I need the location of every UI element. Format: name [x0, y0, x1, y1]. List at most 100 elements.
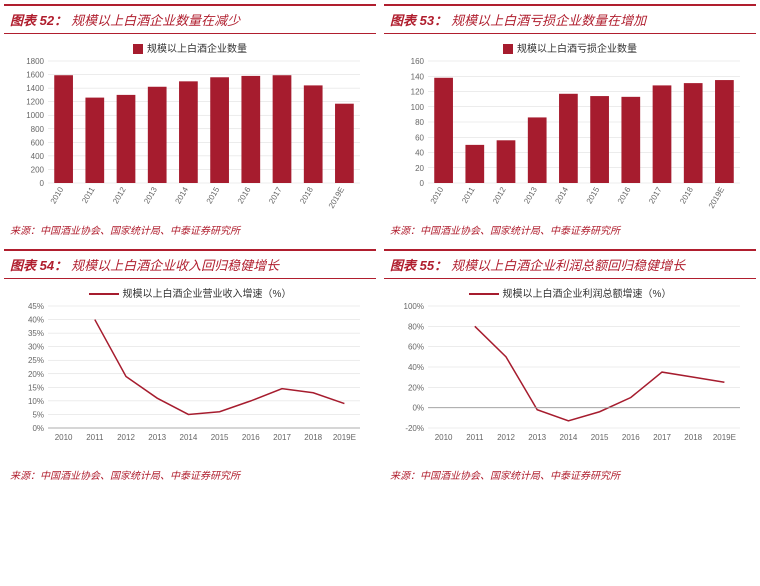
panel-55: 图表 55： 规模以上白酒企业利润总额回归稳健增长 规模以上白酒企业利润总额增速（…	[384, 249, 756, 486]
svg-text:0: 0	[40, 179, 45, 188]
svg-text:2010: 2010	[55, 433, 73, 442]
swatch-bar-icon	[503, 44, 513, 54]
svg-text:60%: 60%	[408, 343, 424, 352]
svg-text:2015: 2015	[205, 185, 222, 205]
svg-text:2011: 2011	[80, 185, 97, 205]
panel-title-54: 图表 54： 规模以上白酒企业收入回归稳健增长	[4, 249, 376, 279]
svg-text:2011: 2011	[460, 185, 477, 205]
legend-53: 规模以上白酒亏损企业数量	[384, 34, 756, 57]
svg-text:2010: 2010	[435, 433, 453, 442]
svg-text:45%: 45%	[28, 302, 44, 311]
chart-53: 0204060801001201401602010201120122013201…	[384, 57, 756, 217]
panel-53: 图表 53：规模以上白酒亏损企业数量在增加 规模以上白酒亏损企业数量 02040…	[384, 4, 756, 241]
title-text: 规模以上白酒企业收入回归稳健增长	[71, 258, 279, 273]
svg-text:2016: 2016	[616, 185, 633, 205]
svg-text:140: 140	[411, 72, 425, 81]
svg-text:2018: 2018	[678, 185, 695, 205]
svg-text:1400: 1400	[26, 84, 44, 93]
legend-54: 规模以上白酒企业营业收入增速（%）	[4, 279, 376, 302]
svg-text:2018: 2018	[684, 433, 702, 442]
title-num: 图表 54：	[10, 258, 67, 273]
svg-text:25%: 25%	[28, 356, 44, 365]
svg-text:40%: 40%	[408, 363, 424, 372]
svg-text:-20%: -20%	[405, 424, 424, 433]
panel-54: 图表 54： 规模以上白酒企业收入回归稳健增长 规模以上白酒企业营业收入增速（%）…	[4, 249, 376, 486]
svg-text:2014: 2014	[560, 433, 578, 442]
chart-54: 0%5%10%15%20%25%30%35%40%45%201020112012…	[4, 302, 376, 462]
svg-text:0: 0	[420, 179, 425, 188]
svg-text:5%: 5%	[32, 410, 44, 419]
svg-text:400: 400	[31, 152, 45, 161]
source-52: 来源：中国酒业协会、国家统计局、中泰证券研究所	[4, 217, 376, 241]
svg-text:2010: 2010	[49, 185, 66, 205]
svg-text:2014: 2014	[180, 433, 198, 442]
chart-55: -20%0%20%40%60%80%100%201020112012201320…	[384, 302, 756, 462]
source-54: 来源：中国酒业协会、国家统计局、中泰证券研究所	[4, 462, 376, 486]
svg-text:0%: 0%	[412, 404, 424, 413]
chart-52: 0200400600800100012001400160018002010201…	[4, 57, 376, 217]
svg-text:2012: 2012	[117, 433, 135, 442]
legend-label: 规模以上白酒企业数量	[147, 44, 247, 55]
svg-text:2011: 2011	[86, 433, 104, 442]
panel-title-53: 图表 53： 规模以上白酒亏损企业数量在增加	[384, 4, 756, 34]
legend-label: 规模以上白酒亏损企业数量	[517, 44, 637, 55]
svg-text:2016: 2016	[236, 185, 253, 205]
svg-text:2017: 2017	[273, 433, 291, 442]
svg-text:2013: 2013	[522, 185, 539, 205]
svg-text:2012: 2012	[491, 185, 508, 205]
source-55: 来源：中国酒业协会、国家统计局、中泰证券研究所	[384, 462, 756, 486]
svg-text:2019E: 2019E	[707, 186, 726, 211]
svg-text:40%: 40%	[28, 316, 44, 325]
panel-52: 图表 52： 规模以上白酒企业数量在减少 规模以上白酒企业数量 0 200 400 60…	[4, 4, 376, 241]
panel-title-52: 图表 52： 规模以上白酒企业数量在减少	[4, 4, 376, 34]
svg-text:160: 160	[411, 57, 425, 66]
svg-text:15%: 15%	[28, 383, 44, 392]
svg-text:100%: 100%	[404, 302, 424, 311]
title-num: 图表 53：	[390, 13, 447, 28]
svg-text:80: 80	[415, 118, 424, 127]
title-num: 图表 55：	[390, 258, 447, 273]
svg-text:2019E: 2019E	[713, 433, 736, 442]
svg-text:2010: 2010	[429, 185, 446, 205]
svg-text:2013: 2013	[148, 433, 166, 442]
swatch-bar-icon	[133, 44, 143, 54]
legend-52: 规模以上白酒企业数量	[4, 34, 376, 57]
svg-text:2017: 2017	[647, 185, 664, 205]
svg-text:2012: 2012	[497, 433, 515, 442]
svg-text:2015: 2015	[585, 185, 602, 205]
svg-text:1600: 1600	[26, 71, 44, 80]
svg-text:2019E: 2019E	[327, 186, 346, 211]
svg-text:2017: 2017	[267, 185, 284, 205]
svg-text:2011: 2011	[466, 433, 484, 442]
svg-text:35%: 35%	[28, 329, 44, 338]
svg-text:60: 60	[415, 133, 424, 142]
svg-text:2013: 2013	[142, 185, 159, 205]
svg-text:2015: 2015	[211, 433, 229, 442]
svg-text:1800: 1800	[26, 57, 44, 66]
svg-text:2018: 2018	[304, 433, 322, 442]
svg-text:0%: 0%	[32, 424, 44, 433]
title-num: 图表 52：	[10, 13, 67, 28]
svg-text:20%: 20%	[408, 383, 424, 392]
svg-text:2012: 2012	[111, 185, 128, 205]
swatch-line-icon	[89, 293, 119, 295]
title-text: 规模以上白酒企业利润总额回归稳健增长	[451, 258, 685, 273]
svg-text:100: 100	[411, 103, 425, 112]
svg-text:600: 600	[31, 138, 45, 147]
svg-text:80%: 80%	[408, 322, 424, 331]
title-text: 规模以上白酒亏损企业数量在增加	[451, 13, 646, 28]
svg-text:200: 200	[31, 165, 45, 174]
chart-grid: 图表 52：规模以上白酒企业数量在减少 规模以上白酒企业数量 020040060…	[0, 0, 760, 490]
svg-text:2014: 2014	[173, 185, 190, 205]
svg-text:40: 40	[415, 149, 424, 158]
legend-55: 规模以上白酒企业利润总额增速（%）	[384, 279, 756, 302]
swatch-line-icon	[469, 293, 499, 295]
svg-text:2014: 2014	[553, 185, 570, 205]
legend-label: 规模以上白酒企业营业收入增速（%）	[123, 289, 292, 300]
svg-text:1200: 1200	[26, 98, 44, 107]
svg-text:800: 800	[31, 125, 45, 134]
svg-text:20%: 20%	[28, 370, 44, 379]
svg-text:2016: 2016	[242, 433, 260, 442]
title-text: 规模以上白酒企业数量在减少	[71, 13, 240, 28]
panel-title-55: 图表 55： 规模以上白酒企业利润总额回归稳健增长	[384, 249, 756, 279]
